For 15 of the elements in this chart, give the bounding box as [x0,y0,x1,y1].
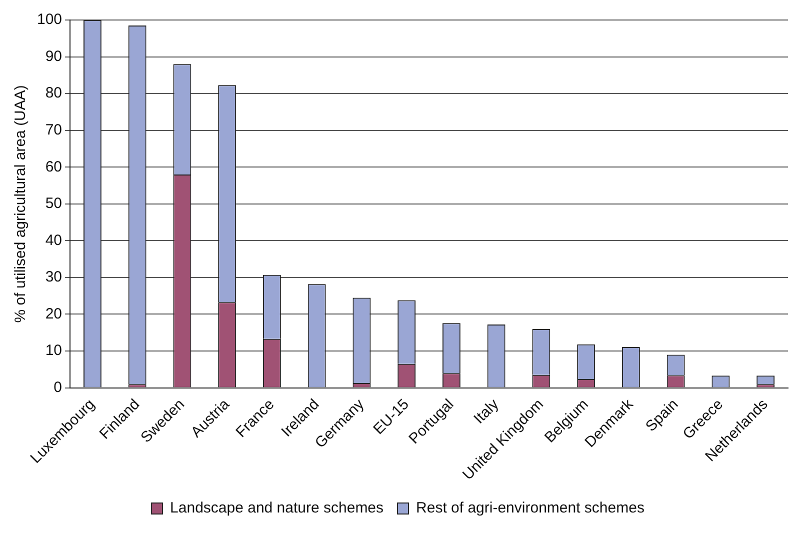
y-tick-label: 30 [45,268,62,286]
y-axis-title: % of utilised agricultural area (UAA) [12,85,30,323]
x-tick-label: Italy [470,396,502,428]
y-tick-label: 90 [45,48,62,65]
y-tick-label: 0 [54,378,62,396]
y-tick-label: 20 [45,305,62,322]
y-tick-label: 50 [45,195,62,212]
legend-label: Rest of agri-environment schemes [416,500,644,517]
y-tick-label: 60 [45,158,62,176]
y-tick-label: 100 [36,11,62,28]
legend-label: Landscape and nature schemes [170,500,384,517]
y-tick-label: 80 [45,84,62,102]
y-tick-label: 10 [45,342,62,360]
y-tick-label: 40 [45,232,62,249]
y-tick-label: 70 [45,121,62,138]
